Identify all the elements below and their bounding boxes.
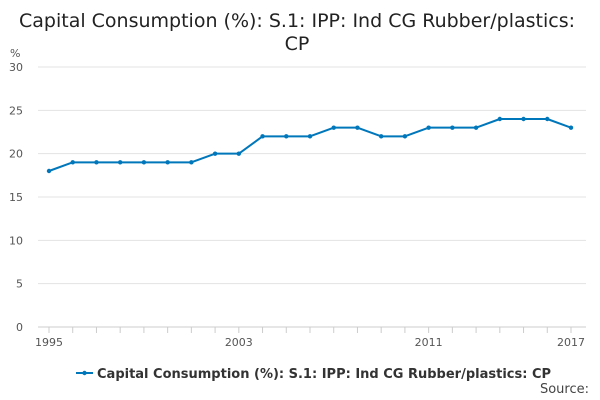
y-axis-unit-label: % xyxy=(10,47,20,60)
source-label: Source: xyxy=(540,382,589,397)
y-tick-label: 20 xyxy=(9,148,23,161)
data-point[interactable] xyxy=(94,160,99,165)
y-tick-label: 0 xyxy=(16,321,23,334)
gridlines xyxy=(38,66,586,285)
chart-title-line-2: CP xyxy=(285,33,310,55)
data-point[interactable] xyxy=(307,134,313,139)
data-point[interactable] xyxy=(284,134,289,139)
y-tick-label: 15 xyxy=(9,191,23,204)
y-tick-label: 30 xyxy=(9,61,23,74)
data-point[interactable] xyxy=(189,160,194,165)
data-point[interactable] xyxy=(70,160,75,165)
x-tick-label: 2017 xyxy=(557,336,585,349)
x-tick-label: 2011 xyxy=(415,336,443,349)
data-point[interactable] xyxy=(473,125,479,130)
chart-title-line-1: Capital Consumption (%): S.1: IPP: Ind C… xyxy=(19,10,575,32)
y-tick-label: 10 xyxy=(9,234,23,247)
x-axis-tick-labels: 1995 2003 2011 2017 xyxy=(35,336,585,349)
legend[interactable]: Capital Consumption (%): S.1: IPP: Ind C… xyxy=(76,367,551,382)
y-axis-tick-labels: 0 5 10 15 20 25 30 xyxy=(9,61,23,334)
data-point[interactable] xyxy=(426,125,431,130)
data-point[interactable] xyxy=(378,134,384,139)
legend-dot-marker xyxy=(82,370,87,376)
data-point[interactable] xyxy=(260,134,265,139)
data-point[interactable] xyxy=(141,160,147,165)
data-point[interactable] xyxy=(450,125,455,130)
data-point[interactable] xyxy=(568,125,574,130)
x-tick-label: 2003 xyxy=(225,336,253,349)
y-tick-label: 25 xyxy=(9,104,23,117)
x-tick-label: 1995 xyxy=(35,336,63,349)
data-point[interactable] xyxy=(331,125,336,130)
legend-label: Capital Consumption (%): S.1: IPP: Ind C… xyxy=(97,367,551,382)
data-point[interactable] xyxy=(545,116,550,122)
data-point[interactable] xyxy=(355,125,360,130)
data-point[interactable] xyxy=(497,116,503,122)
data-point[interactable] xyxy=(212,151,218,156)
data-point[interactable] xyxy=(402,134,408,139)
data-point[interactable] xyxy=(46,168,52,174)
y-tick-label: 5 xyxy=(16,278,23,291)
data-point[interactable] xyxy=(165,160,170,165)
data-point[interactable] xyxy=(521,116,526,122)
series-lines xyxy=(48,118,572,172)
x-axis-ticks xyxy=(48,327,572,333)
data-point[interactable] xyxy=(117,160,123,165)
data-point[interactable] xyxy=(236,151,242,156)
series-line-0 xyxy=(48,118,572,172)
data-points xyxy=(46,116,574,174)
